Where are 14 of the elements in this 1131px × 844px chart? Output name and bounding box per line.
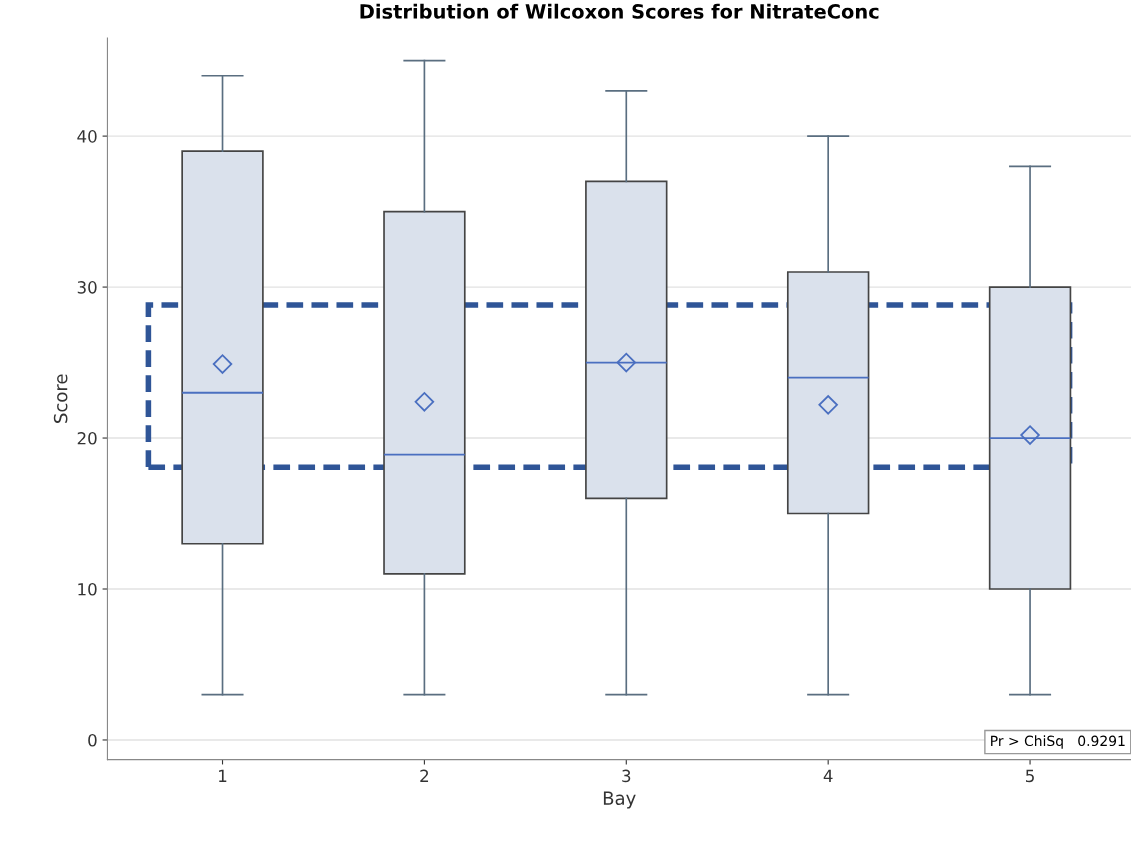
x-axis-title: Bay	[603, 791, 636, 809]
x-tick-label: 4	[823, 769, 833, 782]
x-tick-label: 1	[219, 769, 227, 782]
y-tick-label: 20	[77, 432, 97, 445]
y-tick-label: 40	[77, 130, 97, 143]
x-tick-label: 3	[622, 769, 631, 783]
x-tick-label: 5	[1026, 769, 1034, 783]
y-tick-label: 10	[78, 582, 97, 596]
x-tick-label: 2	[420, 769, 429, 782]
y-tick-label: 30	[77, 281, 97, 294]
y-tick-label: 0	[88, 733, 97, 747]
annotation: Pr > ChiSq 0.9291	[991, 735, 1125, 749]
chart-title: Distribution of Wilcoxon Scores for NitrateConc	[360, 3, 879, 19]
y-axis-title: Score	[53, 374, 68, 423]
